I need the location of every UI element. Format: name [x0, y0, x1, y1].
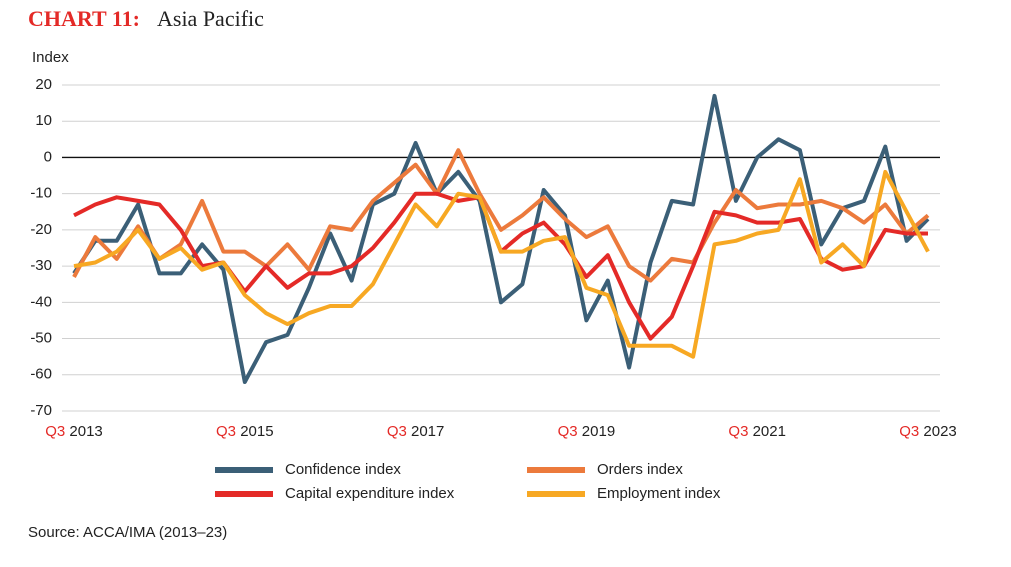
series-line	[73, 169, 930, 359]
y-tick-label: -50	[30, 330, 52, 347]
legend-label: Orders index	[597, 461, 683, 478]
legend-label: Confidence index	[285, 461, 401, 478]
y-tick-label: -10	[30, 185, 52, 202]
series-line	[72, 148, 930, 283]
y-axis-label: Index	[32, 49, 69, 66]
x-tick-label: Q3 2015	[216, 423, 274, 440]
source: Source: ACCA/IMA (2013–23)	[28, 524, 227, 541]
y-tick-label: -20	[30, 221, 52, 238]
legend-label: Employment index	[597, 485, 721, 502]
y-tick-label: -30	[30, 257, 52, 274]
y-tick-label: 10	[35, 112, 52, 129]
legend-label: Capital expenditure index	[285, 485, 455, 502]
chart-title-label: CHART 11:	[28, 6, 140, 31]
y-tick-label: -40	[30, 293, 52, 310]
x-tick-label: Q3 2019	[558, 423, 616, 440]
x-tick-label: Q3 2013	[45, 423, 103, 440]
x-tick-label: Q3 2023	[899, 423, 957, 440]
chart-title: Asia Pacific	[157, 6, 264, 31]
y-tick-label: 0	[44, 148, 52, 165]
y-tick-label: 20	[35, 76, 52, 93]
y-tick-label: -70	[30, 402, 52, 419]
x-tick-label: Q3 2021	[728, 423, 786, 440]
y-tick-label: -60	[30, 366, 52, 383]
series-line	[72, 93, 930, 384]
x-tick-label: Q3 2017	[387, 423, 445, 440]
